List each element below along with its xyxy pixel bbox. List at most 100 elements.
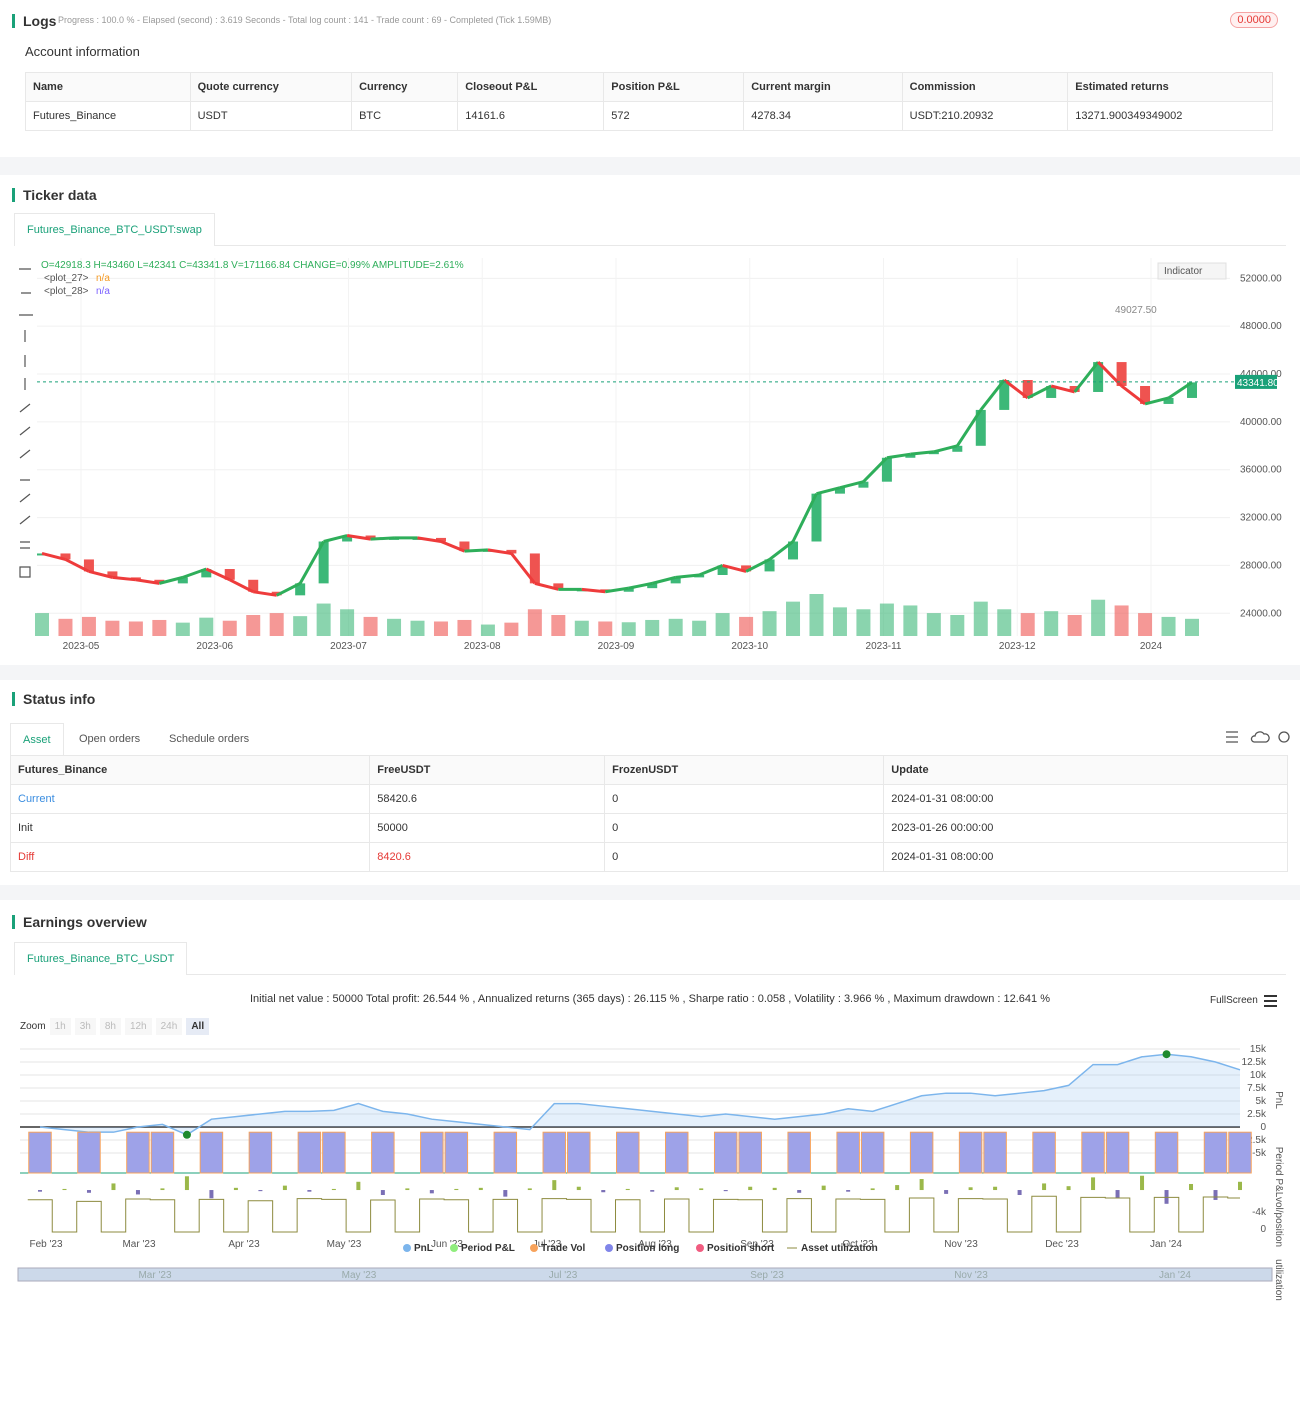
trend-line	[816, 486, 841, 496]
trend-line	[323, 534, 348, 543]
column-header: Position P&L	[603, 72, 745, 102]
period-bar	[1066, 1186, 1071, 1191]
trend-line	[1050, 384, 1076, 394]
legend-label[interactable]: Position short	[707, 1243, 775, 1254]
position-bar	[420, 1131, 444, 1174]
tab[interactable]: Futures_Binance_BTC_USDT:swap	[14, 213, 215, 246]
cell: 2023-01-26 00:00:00	[883, 813, 1288, 843]
trend-line	[581, 587, 606, 594]
period-bar	[258, 1190, 263, 1192]
trend-line	[229, 578, 254, 594]
zoom-button[interactable]: 24h	[155, 1018, 183, 1035]
period-bar	[184, 1176, 189, 1191]
volume-bar	[1091, 599, 1106, 636]
navigator-label: Nov '23	[954, 1270, 988, 1281]
navigator-label: Jul '23	[549, 1270, 578, 1281]
period-bar	[919, 1179, 924, 1191]
volume-bar	[58, 618, 73, 636]
row: Diff 8420.6 0 2024-01-31 08:00:00	[9, 842, 1288, 872]
ticker-section: Ticker data Futures_Binance_BTC_USDT:swa…	[0, 175, 1300, 665]
candle	[1116, 362, 1127, 386]
toolbar	[19, 268, 33, 578]
candle	[764, 559, 775, 572]
tab[interactable]: Futures_Binance_BTC_USDT	[14, 942, 188, 975]
y-tick-label: 0	[1260, 1122, 1266, 1133]
volume-bar	[504, 622, 519, 636]
column-header: FrozenUSDT	[604, 755, 885, 785]
period-bar	[797, 1190, 802, 1193]
fullscreen[interactable]: FullScreen	[1210, 995, 1258, 1006]
column-header: Estimated returns	[1067, 72, 1273, 102]
legend-label[interactable]: PnL	[414, 1243, 433, 1254]
y-tick-label: 44000.00	[1240, 369, 1282, 380]
volume-bar	[1185, 618, 1199, 636]
candle	[741, 565, 752, 572]
cell: 13271.900349349002	[1067, 101, 1273, 131]
x-tick-label: 2023-05	[63, 641, 100, 652]
position-bar	[909, 1131, 934, 1174]
tab-bar: Asset Open orders Schedule orders	[10, 723, 1288, 756]
legend-symbol	[530, 1244, 538, 1252]
volume-bar	[410, 620, 425, 636]
period-bar	[601, 1190, 606, 1193]
trend-line	[64, 558, 90, 573]
tab[interactable]: Schedule orders	[169, 733, 250, 745]
period-bar	[62, 1188, 67, 1191]
zoom-button[interactable]: All	[186, 1018, 210, 1035]
position-bar	[248, 1131, 273, 1174]
candle	[271, 591, 282, 596]
cell: Current	[9, 784, 371, 814]
period-bar	[846, 1190, 851, 1192]
period-bar	[86, 1190, 91, 1193]
earnings-section: Earnings overview Futures_Binance_BTC_US…	[0, 900, 1300, 1404]
volume-bar	[433, 621, 448, 636]
period-bar	[331, 1188, 336, 1191]
navigator	[17, 1267, 1273, 1282]
y-tick-label: 0	[1260, 1224, 1266, 1235]
tab[interactable]: Open orders	[79, 733, 141, 745]
zoom-button[interactable]: 12h	[124, 1018, 152, 1035]
x-tick-label: Dec '23	[1045, 1239, 1079, 1250]
trend-line	[628, 581, 653, 590]
candle	[1022, 380, 1033, 398]
position-bar	[860, 1131, 885, 1174]
x-tick-label: Jul '23	[533, 1239, 562, 1250]
zoom-button[interactable]: 8h	[99, 1018, 121, 1035]
candle	[365, 535, 376, 540]
tab[interactable]: Asset	[10, 723, 64, 756]
zoom-button[interactable]: 1h	[49, 1018, 71, 1035]
header-row: Name Quote currency Currency Closeout P&L Po…	[25, 72, 1273, 102]
period-bar	[821, 1185, 826, 1191]
summary: Initial net value : 50000 Total profit: …	[249, 993, 1050, 1005]
legend-label[interactable]: Asset utilization	[801, 1243, 878, 1254]
ticker-chart: 52000.00 48000.00 44000.00 40000.00 36000.00…	[19, 258, 1282, 652]
x-tick-label: 2023-08	[464, 641, 501, 652]
position-bar	[713, 1131, 738, 1174]
cell: BTC	[351, 101, 459, 131]
period-bar	[160, 1188, 165, 1191]
position-bar	[567, 1131, 591, 1174]
volume-bar	[340, 609, 355, 636]
row: Current 58420.6 0 2024-01-31 08:00:00	[9, 784, 1288, 814]
candle	[1046, 385, 1057, 398]
volume-bar	[950, 615, 965, 636]
volume-bar	[35, 613, 49, 636]
y-tick-label: -5k	[1252, 1148, 1267, 1159]
indicator-button[interactable]	[1157, 262, 1227, 280]
x-tick-label: 2023-11	[866, 641, 902, 652]
legend-label[interactable]: Period P&L	[461, 1243, 515, 1254]
badge[interactable]: 0.0000	[1230, 12, 1278, 28]
legend-label[interactable]: Trade Vol	[541, 1243, 585, 1254]
volume-bar	[246, 615, 261, 636]
progress: Progress : 100.0 % - Elapsed (second) : …	[58, 15, 552, 25]
period-bar	[674, 1187, 679, 1191]
cell: Diff	[9, 842, 371, 872]
column-header: Closeout P&L	[457, 72, 605, 102]
utilization-line	[27, 1195, 1240, 1233]
ticker-title: Ticker data	[12, 188, 97, 202]
menu-icon[interactable]	[1263, 994, 1279, 1008]
legend-label[interactable]: Position long	[616, 1243, 679, 1254]
y-tick-label: 32000.00	[1240, 513, 1282, 524]
zoom-button[interactable]: 3h	[74, 1018, 96, 1035]
volume-bar	[856, 609, 871, 636]
